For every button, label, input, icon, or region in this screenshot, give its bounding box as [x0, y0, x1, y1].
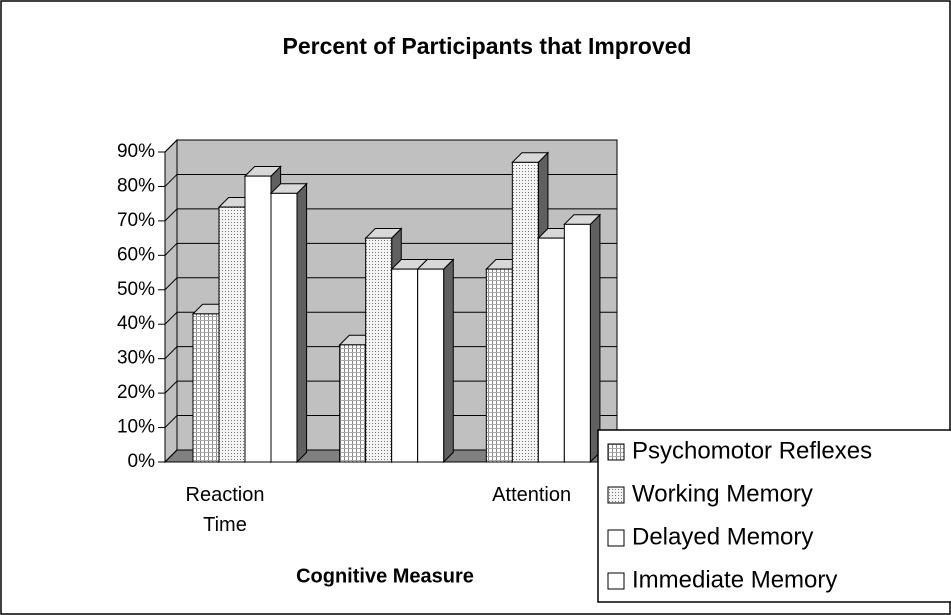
grid-line	[164, 208, 617, 222]
x-tick-label: Reaction Time	[185, 484, 265, 536]
grid-line	[164, 415, 617, 428]
grid-line	[164, 449, 617, 463]
bar	[417, 268, 445, 463]
y-tick-label: 60%	[117, 244, 155, 265]
grid-line	[164, 242, 617, 256]
bar	[391, 268, 419, 463]
grid-line	[164, 173, 617, 187]
legend-label: Delayed Memory	[632, 523, 813, 550]
y-tick-label: 90%	[117, 141, 155, 162]
legend-label: Working Memory	[632, 480, 813, 507]
bar	[365, 237, 393, 463]
y-tick-label: 80%	[117, 175, 155, 196]
bar	[244, 175, 272, 463]
legend-swatch	[607, 443, 625, 461]
grid-line	[164, 311, 617, 325]
legend-label: Psychomotor Reflexes	[632, 437, 872, 464]
legend-box	[597, 429, 951, 603]
x-tick-label: Attention	[492, 484, 572, 506]
bar-side	[296, 182, 308, 464]
y-tick-label: 40%	[117, 313, 155, 334]
bar	[218, 206, 246, 463]
y-tick-label: 30%	[117, 348, 155, 369]
bar	[339, 344, 367, 463]
bar	[537, 237, 565, 463]
y-tick-label: 0%	[128, 451, 156, 472]
bar	[511, 161, 539, 463]
grid-line	[164, 277, 617, 291]
legend-label: Immediate Memory	[632, 566, 837, 593]
grid-line	[164, 346, 617, 360]
chart-title: Percent of Participants that Improved	[283, 33, 692, 59]
bar-side	[589, 213, 601, 464]
bar	[563, 223, 591, 463]
bar	[192, 313, 220, 463]
y-tick-label: 10%	[117, 417, 155, 438]
legend-swatch	[607, 529, 625, 547]
grid-line	[164, 139, 617, 153]
legend-swatch	[607, 572, 625, 590]
y-tick-label: 20%	[117, 382, 155, 403]
bar	[270, 192, 298, 463]
grid-line	[164, 380, 617, 394]
legend-swatch	[607, 486, 625, 504]
y-tick-label: 70%	[117, 210, 155, 231]
y-tick-label: 50%	[117, 279, 155, 300]
bar-side	[443, 258, 454, 464]
x-axis-title: Cognitive Measure	[296, 565, 474, 587]
side-wall	[164, 138, 178, 464]
bar	[485, 268, 513, 463]
